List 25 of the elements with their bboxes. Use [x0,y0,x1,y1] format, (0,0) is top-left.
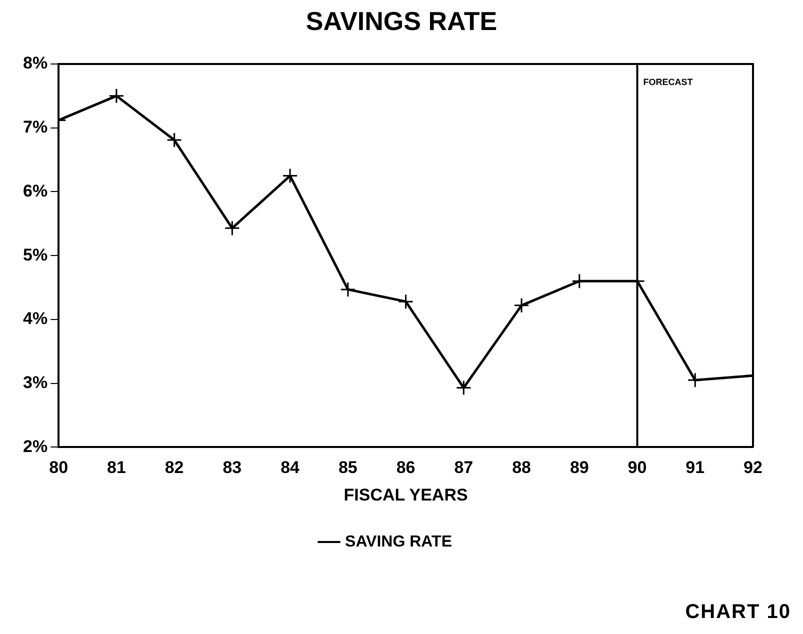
y-tick-label: 4% [22,309,48,328]
y-tick-label: 6% [22,181,48,200]
y-tick-label: 3% [22,373,48,392]
x-tick-label: 82 [164,458,184,478]
y-tick-label: 8% [22,54,48,73]
x-tick-label: 92 [744,458,762,478]
x-tick-label: 88 [512,458,531,478]
x-tick-label: 80 [49,458,68,478]
ref-line-label: FORECAST [643,76,694,87]
x-tick-label: 89 [570,458,589,478]
x-tick-label: 86 [396,458,416,478]
chart-title: SAVINGS RATE [304,6,498,37]
x-tick-label: 91 [686,458,705,478]
caption: CHART 10 [685,601,791,624]
y-tick-label: 5% [22,245,48,264]
x-tick-label: 84 [280,458,300,478]
y-tick-label: 2% [22,436,48,456]
x-tick-label: 85 [338,458,358,478]
legend-label: SAVING RATE [345,533,452,550]
x-axis-title: FISCAL YEARS [344,485,468,504]
x-tick-label: 87 [454,458,474,478]
x-tick-label: 83 [222,458,242,478]
x-tick-label: 81 [106,458,126,478]
x-tick-label: 90 [628,458,647,478]
y-tick-label: 7% [22,118,48,137]
